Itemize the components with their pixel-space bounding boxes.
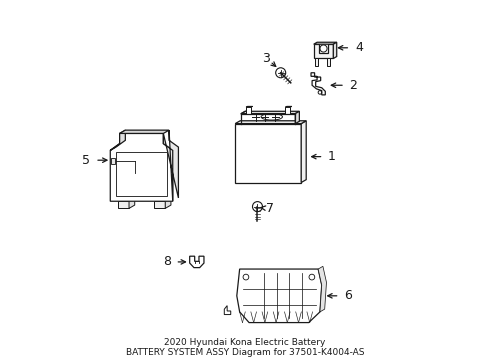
Polygon shape xyxy=(285,106,292,107)
Text: 2020 Hyundai Kona Electric Battery: 2020 Hyundai Kona Electric Battery xyxy=(164,338,326,347)
Bar xyxy=(111,158,115,164)
Text: 3: 3 xyxy=(263,52,270,65)
Polygon shape xyxy=(241,111,299,114)
Polygon shape xyxy=(129,198,135,208)
Polygon shape xyxy=(110,134,173,201)
Polygon shape xyxy=(110,130,125,150)
Polygon shape xyxy=(118,201,129,208)
Text: 6: 6 xyxy=(344,289,352,302)
Polygon shape xyxy=(165,198,171,208)
Polygon shape xyxy=(154,201,165,208)
Polygon shape xyxy=(235,121,306,123)
Text: 1: 1 xyxy=(328,150,336,163)
Text: 2: 2 xyxy=(349,79,357,92)
Polygon shape xyxy=(120,130,169,134)
Polygon shape xyxy=(237,269,322,323)
Polygon shape xyxy=(315,58,318,66)
Polygon shape xyxy=(314,44,333,58)
Bar xyxy=(246,107,251,114)
Polygon shape xyxy=(301,121,306,183)
Text: 8: 8 xyxy=(163,255,171,269)
Polygon shape xyxy=(246,106,252,107)
Polygon shape xyxy=(333,42,337,58)
Polygon shape xyxy=(327,58,330,66)
Polygon shape xyxy=(318,266,326,312)
Text: 7: 7 xyxy=(267,202,274,215)
Text: BATTERY SYSTEM ASSY Diagram for 37501-K4004-AS: BATTERY SYSTEM ASSY Diagram for 37501-K4… xyxy=(126,348,364,357)
Text: 4: 4 xyxy=(355,41,363,54)
Text: 5: 5 xyxy=(82,154,91,167)
Polygon shape xyxy=(163,130,178,201)
Polygon shape xyxy=(295,111,299,123)
Polygon shape xyxy=(314,42,337,44)
Bar xyxy=(285,107,290,114)
